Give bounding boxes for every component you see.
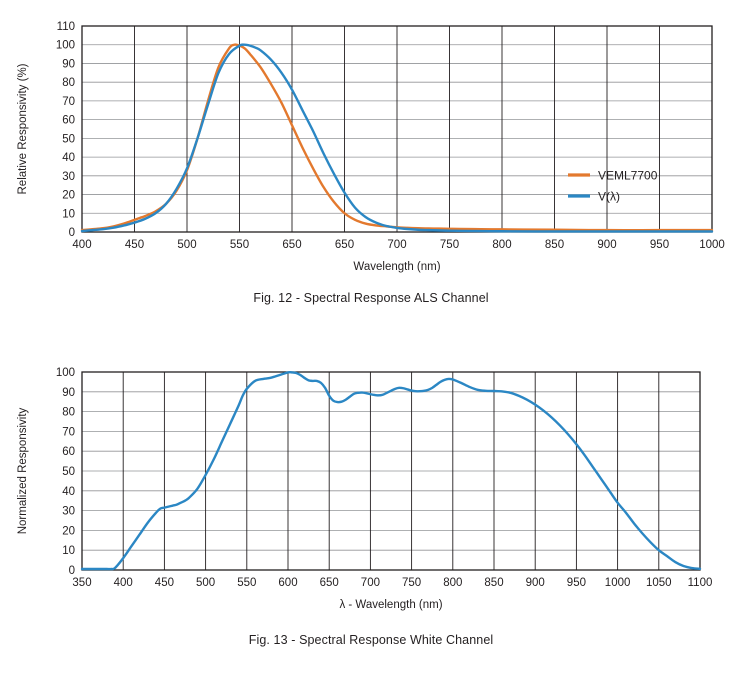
- y-tick-label: 30: [62, 171, 75, 183]
- y-tick-label: 50: [62, 466, 75, 478]
- legend-label: V(λ): [598, 190, 620, 204]
- x-tick-label: 950: [650, 239, 669, 251]
- als-chart-svg: 0 10 20 30 40 50 60 70 80 90 100 110 400 450 500 550 650…: [17, 21, 725, 273]
- y-tick-label: 30: [62, 506, 75, 518]
- x-tick-label: 350: [72, 577, 91, 589]
- figure-spectral-response-als: 0 10 20 30 40 50 60 70 80 90 100 110 400 450 500 550 650…: [0, 0, 742, 330]
- x-tick-label: 600: [278, 577, 297, 589]
- x-tick-label: 450: [155, 577, 174, 589]
- y-tick-label: 40: [62, 152, 75, 164]
- x-tick-label: 700: [387, 239, 406, 251]
- y-tick-label: 100: [56, 40, 75, 52]
- y-tick-label: 90: [62, 387, 75, 399]
- y-tick-label: 90: [62, 58, 75, 70]
- y-tick-label: 60: [62, 446, 75, 458]
- y-tick-label: 100: [56, 367, 75, 379]
- x-tick-label: 400: [114, 577, 133, 589]
- y-tick-label: 20: [62, 190, 75, 202]
- figure-caption-als: Fig. 12 - Spectral Response ALS Channel: [253, 291, 489, 305]
- y-tick-label: 0: [69, 565, 75, 577]
- x-tick-label: 800: [443, 577, 462, 589]
- y-tick-label: 80: [62, 77, 75, 89]
- y-tick-label: 70: [62, 426, 75, 438]
- x-tick-label: 1050: [646, 577, 672, 589]
- series-curve: [80, 370, 702, 571]
- x-tick-label: 900: [526, 577, 545, 589]
- x-tick-label: 700: [361, 577, 380, 589]
- y-tick-label: 10: [62, 545, 75, 557]
- y-tick-label: 60: [62, 115, 75, 127]
- x-tick-label: 950: [567, 577, 586, 589]
- x-tick-label: 450: [125, 239, 144, 251]
- y-axis-title: Relative Responsivity (%): [17, 63, 29, 194]
- y-tick-label: 50: [62, 133, 75, 145]
- y-tick-label: 20: [62, 525, 75, 537]
- x-tick-label: 1000: [699, 239, 725, 251]
- x-tick-label: 800: [492, 239, 511, 251]
- x-tick-label: 900: [597, 239, 616, 251]
- chart-als-plot: 0 10 20 30 40 50 60 70 80 90 100 110 400 450 500 550 650…: [0, 0, 742, 285]
- y-axis-title: Normalized Responsivity: [17, 407, 29, 534]
- x-tick-label: 650: [335, 239, 354, 251]
- figure-caption-white: Fig. 13 - Spectral Response White Channe…: [248, 633, 494, 647]
- x-axis-title: λ - Wavelength (nm): [339, 599, 442, 611]
- x-tick-label: 1100: [688, 577, 713, 589]
- x-tick-label: 500: [177, 239, 196, 251]
- x-tick-label: 550: [237, 577, 256, 589]
- x-tick-label: 650: [282, 239, 301, 251]
- figure-spectral-response-white: 0 10 20 30 40 50 60 70 80 90 100 350 400 450 500 550 600…: [0, 345, 742, 684]
- y-tick-label: 70: [62, 96, 75, 108]
- y-tick-label: 80: [62, 407, 75, 419]
- legend-label: VEML7700: [598, 169, 658, 183]
- x-tick-label: 650: [320, 577, 339, 589]
- x-tick-label: 750: [440, 239, 459, 251]
- x-tick-label: 400: [72, 239, 91, 251]
- series-curve: [80, 43, 714, 232]
- y-tick-label: 0: [69, 227, 75, 239]
- x-tick-label: 850: [545, 239, 564, 251]
- x-tick-label: 550: [230, 239, 249, 251]
- x-tick-label: 1000: [605, 577, 631, 589]
- y-tick-label: 40: [62, 486, 75, 498]
- white-chart-svg: 0 10 20 30 40 50 60 70 80 90 100 350 400 450 500 550 600…: [17, 367, 713, 611]
- y-tick-label: 10: [62, 208, 75, 220]
- chart-white-plot: 0 10 20 30 40 50 60 70 80 90 100 350 400 450 500 550 600…: [0, 345, 742, 625]
- series-curve: [80, 43, 714, 233]
- x-tick-label: 500: [196, 577, 215, 589]
- x-axis-title: Wavelength (nm): [353, 261, 440, 273]
- y-tick-label: 110: [57, 21, 75, 33]
- x-tick-label: 750: [402, 577, 421, 589]
- x-tick-label: 850: [484, 577, 503, 589]
